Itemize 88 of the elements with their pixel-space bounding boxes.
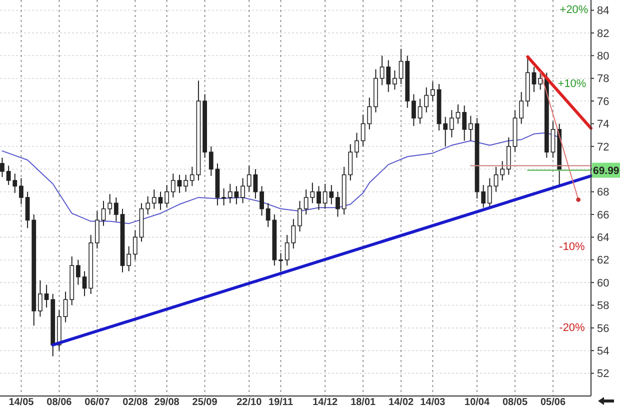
y-tick-label: 80 <box>597 50 610 62</box>
candlestick <box>488 178 492 210</box>
y-tick-label: 56 <box>597 322 610 335</box>
x-tick-label: 18/01 <box>350 397 376 408</box>
candlestick <box>354 132 359 158</box>
candlestick <box>0 157 4 178</box>
annotation: 69.99 <box>593 164 620 177</box>
y-tick-label: 84 <box>597 5 610 18</box>
candlestick <box>240 178 245 204</box>
candlestick <box>481 184 486 208</box>
candlestick <box>12 173 18 194</box>
x-tick-label: 08/05 <box>502 397 528 408</box>
y-tick-label: 72 <box>597 141 610 154</box>
candlestick <box>63 291 68 323</box>
x-tick-label: 29/08 <box>154 397 180 408</box>
candlestick <box>208 146 214 176</box>
annotation: -10% <box>559 240 586 253</box>
candlestick <box>550 120 556 158</box>
candlestick <box>412 94 416 126</box>
candlestick <box>44 284 49 308</box>
y-tick-label: 68 <box>597 186 610 199</box>
annotation: -20% <box>559 322 586 334</box>
candlestick <box>278 252 283 272</box>
candlestick <box>336 191 340 218</box>
y-tick-label: 52 <box>597 368 610 380</box>
x-tick-label: 05/06 <box>540 397 566 408</box>
candlestick <box>494 166 498 192</box>
candlestick <box>246 165 252 192</box>
candlestick <box>228 183 232 204</box>
candlestick <box>184 174 188 192</box>
y-tick-label: 62 <box>597 254 610 267</box>
y-tick-label: 76 <box>597 96 610 108</box>
candlestick <box>164 184 170 208</box>
candlestick <box>94 210 100 250</box>
candlestick <box>450 110 454 138</box>
candlestick <box>462 105 467 142</box>
y-tick-label: 54 <box>597 345 610 358</box>
candlestick <box>25 191 30 229</box>
annotation: +20% <box>560 4 588 16</box>
candlestick <box>316 186 321 210</box>
candlestick <box>177 174 182 194</box>
candlestick <box>532 66 536 92</box>
x-tick-label: 14/02 <box>388 397 414 408</box>
candlestick <box>76 259 80 286</box>
x-tick-label: 14/03 <box>420 397 446 408</box>
candlestick <box>146 196 150 215</box>
candlestick <box>126 246 132 272</box>
candlestick <box>19 178 24 205</box>
candlestick <box>506 136 511 176</box>
x-tick-label: 06/07 <box>84 397 110 408</box>
candlestick <box>260 186 264 216</box>
candlestick <box>190 166 194 187</box>
candlestick <box>82 270 87 297</box>
candlestick <box>132 230 138 260</box>
x-tick-label: 14/12 <box>312 397 338 408</box>
candlestick <box>500 160 505 181</box>
candlestick <box>234 186 239 205</box>
candlestick <box>152 189 156 210</box>
x-tick-label: 10/04 <box>464 397 490 408</box>
candlestick <box>108 194 112 215</box>
y-tick-label: 60 <box>597 277 610 290</box>
y-tick-label: 82 <box>597 28 610 40</box>
annotation: +10% <box>558 78 586 90</box>
candlestick <box>158 191 163 210</box>
y-tick-label: 66 <box>597 209 610 222</box>
candlestick <box>456 104 460 124</box>
x-tick-label: 14/05 <box>8 397 34 408</box>
y-tick-label: 64 <box>597 232 610 244</box>
y-tick-label: 78 <box>597 73 610 86</box>
candlestick <box>430 81 435 102</box>
y-tick-label: 58 <box>597 300 610 312</box>
candlestick <box>468 115 473 142</box>
candlestick <box>114 196 118 222</box>
candlestick <box>38 280 42 318</box>
candlestick <box>6 165 11 186</box>
candlestick <box>253 168 258 200</box>
x-tick-label: 02/08 <box>122 397 148 408</box>
candlestick <box>298 200 302 232</box>
x-tick-label: 19/11 <box>268 397 294 408</box>
candlestick <box>222 188 226 206</box>
x-tick-label: 25/09 <box>192 397 218 408</box>
candlestick <box>101 200 106 226</box>
candlestick <box>392 70 397 90</box>
y-tick-label: 74 <box>597 118 610 131</box>
candlestick <box>170 173 176 198</box>
x-tick-label: 08/06 <box>46 397 72 408</box>
x-tick-label: 22/10 <box>236 397 262 408</box>
candlestick <box>519 91 524 124</box>
